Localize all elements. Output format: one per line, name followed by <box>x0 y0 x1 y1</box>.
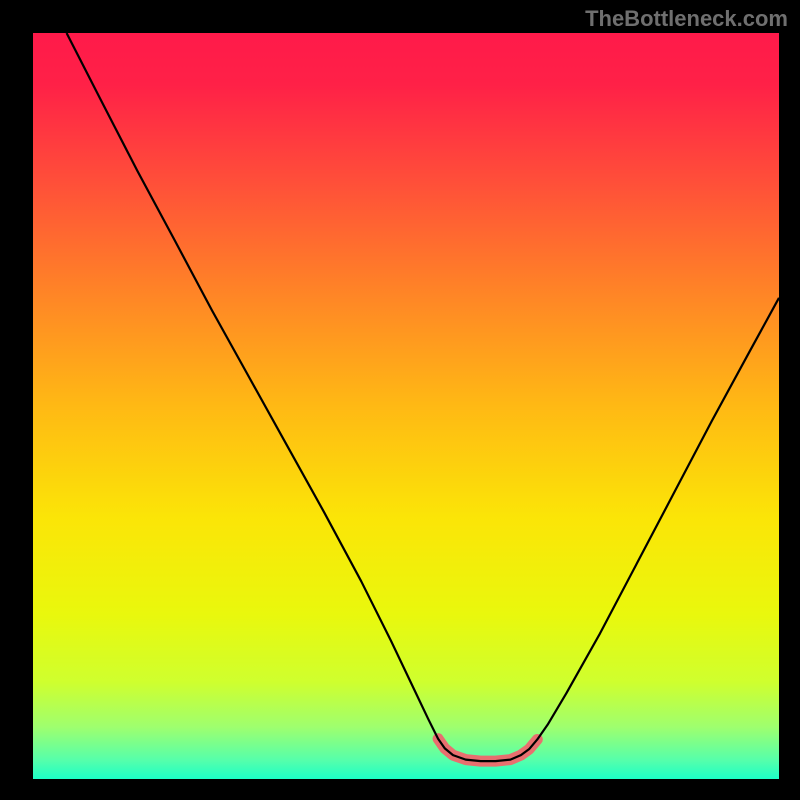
plot-border-right <box>779 0 800 800</box>
bottleneck-curve <box>67 33 779 761</box>
plot-area <box>33 33 779 779</box>
bottleneck-highlight <box>438 739 537 761</box>
chart-container: TheBottleneck.com <box>0 0 800 800</box>
watermark-text: TheBottleneck.com <box>585 6 788 32</box>
curve-layer <box>33 33 779 779</box>
plot-border-bottom <box>0 779 800 800</box>
plot-border-left <box>0 0 33 800</box>
